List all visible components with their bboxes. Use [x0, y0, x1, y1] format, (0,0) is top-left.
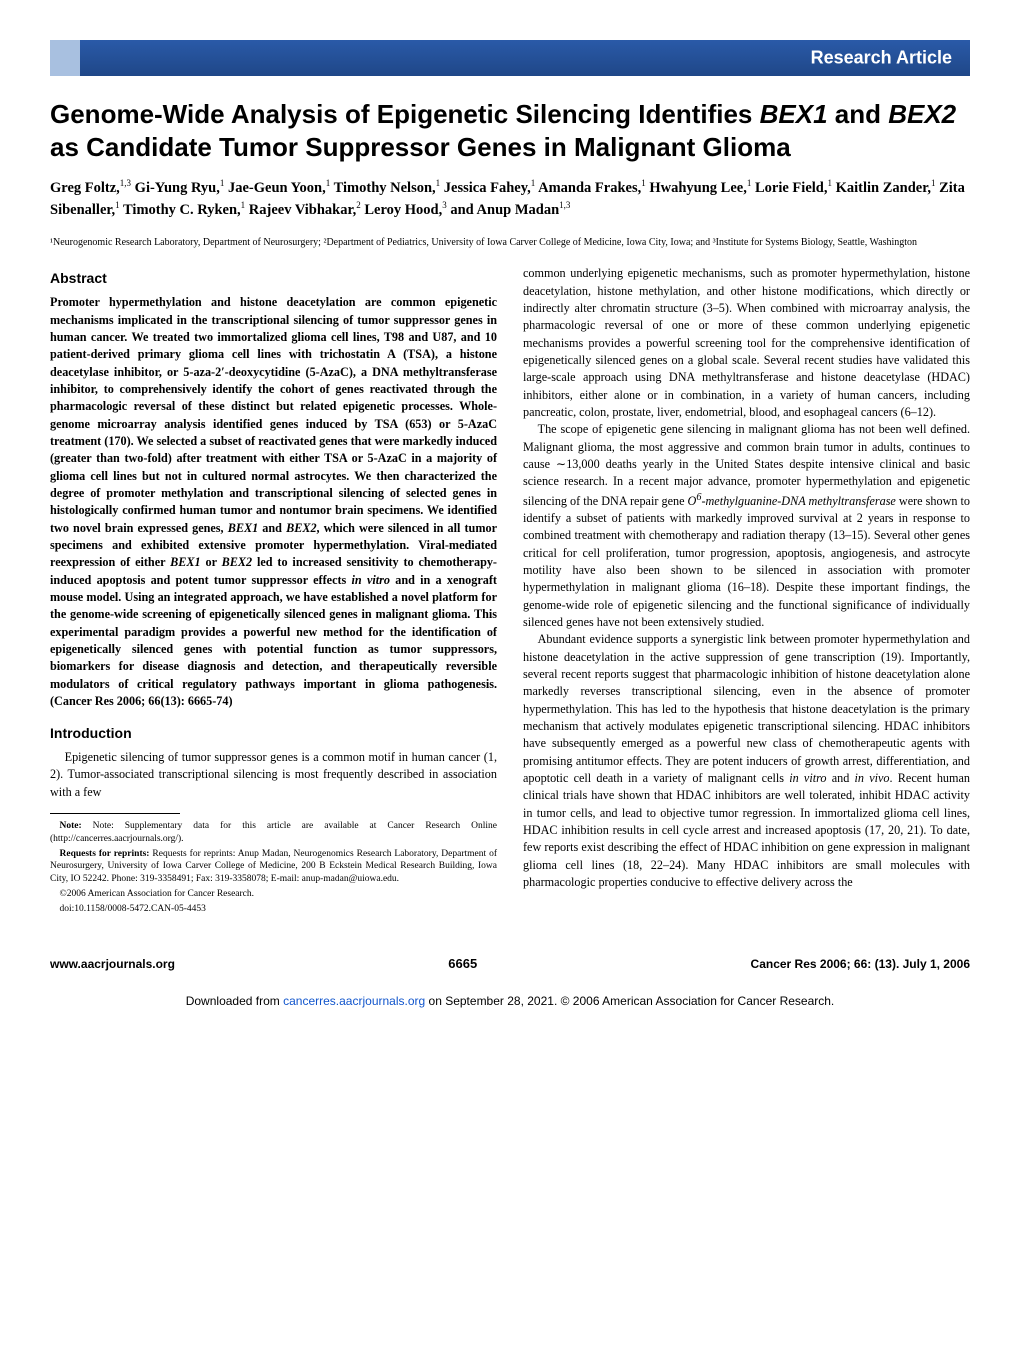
footer-citation: Cancer Res 2006; 66: (13). July 1, 2006	[751, 957, 970, 971]
abstract-text: Promoter hypermethylation and histone de…	[50, 294, 497, 710]
page-footer: www.aacrjournals.org 6665 Cancer Res 200…	[0, 956, 1020, 971]
intro-para-1: Epigenetic silencing of tumor suppressor…	[50, 749, 497, 801]
note-supplementary: Note: Note: Supplementary data for this …	[50, 820, 497, 846]
author-list: Greg Foltz,1,3 Gi-Yung Ryu,1 Jae-Geun Yo…	[50, 177, 970, 222]
download-notice: Downloaded from cancerres.aacrjournals.o…	[0, 993, 1020, 1029]
abstract-heading: Abstract	[50, 269, 497, 289]
section-label: Research Article	[811, 48, 952, 69]
footnotes: Note: Note: Supplementary data for this …	[50, 820, 497, 916]
note-copyright: ©2006 American Association for Cancer Re…	[50, 888, 497, 901]
right-para-2: The scope of epigenetic gene silencing i…	[523, 421, 970, 631]
note-reprints: Requests for reprints: Requests for repr…	[50, 848, 497, 886]
header-banner: Research Article	[50, 40, 970, 76]
left-column: Abstract Promoter hypermethylation and h…	[50, 265, 497, 917]
affiliations: ¹Neurogenomic Research Laboratory, Depar…	[50, 236, 970, 250]
download-link[interactable]: cancerres.aacrjournals.org	[283, 994, 425, 1008]
right-column: common underlying epigenetic mechanisms,…	[523, 265, 970, 917]
introduction-heading: Introduction	[50, 724, 497, 744]
right-para-1: common underlying epigenetic mechanisms,…	[523, 265, 970, 421]
footnote-rule	[50, 813, 180, 814]
footer-url: www.aacrjournals.org	[50, 957, 175, 971]
two-column-layout: Abstract Promoter hypermethylation and h…	[50, 265, 970, 917]
note-doi: doi:10.1158/0008-5472.CAN-05-4453	[50, 903, 497, 916]
article-title: Genome-Wide Analysis of Epigenetic Silen…	[50, 98, 970, 163]
page-number: 6665	[448, 956, 477, 971]
right-para-3: Abundant evidence supports a synergistic…	[523, 631, 970, 891]
